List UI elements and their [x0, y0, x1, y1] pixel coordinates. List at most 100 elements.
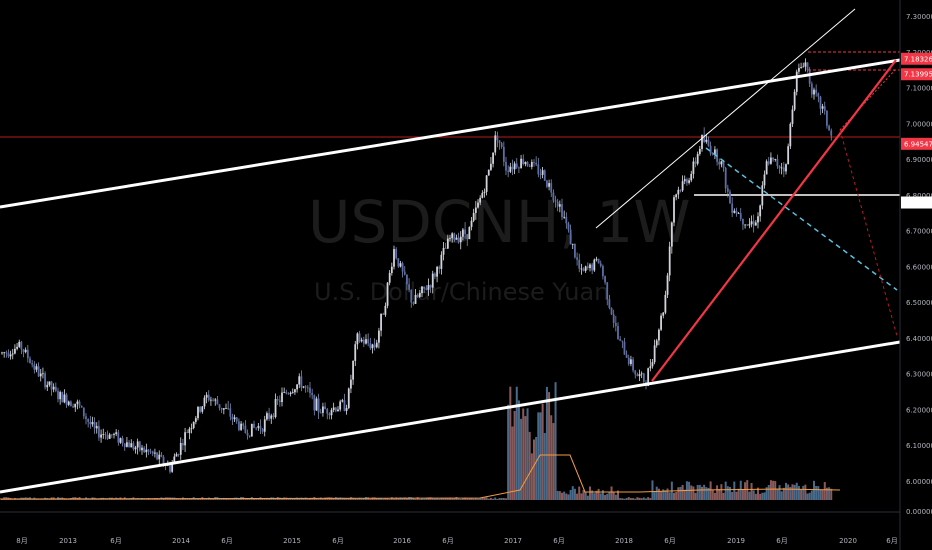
volume-bar [599, 493, 602, 500]
candle-body [494, 135, 497, 153]
volume-bar [197, 498, 199, 500]
volume-bar [31, 498, 34, 500]
volume-bar [405, 498, 408, 500]
watermark-name: U.S. Dollar/Chinese Yuan [314, 278, 609, 306]
candle-body [464, 229, 466, 235]
candle-body [33, 364, 36, 370]
channel-lower-line[interactable] [0, 340, 901, 494]
candle-body [658, 329, 660, 341]
price-tag [901, 137, 932, 150]
candle-body [683, 179, 686, 182]
candle-body [567, 223, 570, 230]
candle-body [767, 161, 770, 164]
channel-upper-line[interactable] [0, 58, 901, 209]
candle-body [511, 166, 514, 170]
y-axis[interactable]: 7.300007.200007.100007.000006.900006.800… [906, 13, 932, 486]
candle-body [815, 89, 818, 94]
volume-bar [425, 497, 428, 500]
candle-body [780, 167, 783, 169]
volume-bar [791, 484, 794, 500]
candle-body [26, 349, 29, 359]
volume-bar [509, 386, 512, 500]
candle-body [22, 349, 25, 353]
volume-bar [246, 498, 249, 500]
candle-body [85, 416, 87, 420]
candle-body [597, 258, 600, 264]
candle-body [770, 157, 772, 164]
volume-bar [149, 498, 152, 500]
volume-bar [793, 484, 796, 500]
candle-body [259, 426, 262, 429]
price-labels: 7.18326 7.13995 6.94547 6.78135 [901, 52, 932, 209]
volume-bar [552, 423, 555, 500]
candle-body [384, 305, 387, 315]
volume-bar [537, 412, 540, 500]
candle-body [322, 406, 324, 413]
dashed-red-up[interactable] [839, 69, 896, 131]
candle-body [345, 408, 348, 411]
volume-bar [317, 498, 320, 500]
candle-body [115, 432, 118, 434]
volume-bar [134, 498, 137, 500]
candle-body [119, 438, 122, 443]
candle-body [240, 423, 242, 430]
y-tick-label: 7.00000 [906, 120, 932, 128]
x-tick-label: 6月 [553, 537, 564, 545]
candle-body [108, 434, 111, 439]
volume-bar [754, 493, 757, 500]
rising-trend-line[interactable] [651, 59, 897, 382]
candle-body [750, 221, 753, 225]
volume-bar [819, 489, 822, 500]
candle-body [138, 441, 141, 451]
thin-trend-line[interactable] [595, 8, 856, 229]
x-tick-label: 6月 [332, 537, 343, 545]
candle-body [619, 339, 622, 341]
volume-bar [584, 492, 587, 500]
volume-bar [274, 498, 277, 500]
volume-bar [205, 498, 208, 500]
volume-bar [470, 497, 473, 500]
x-tick-label: 2013 [59, 537, 77, 545]
candle-body [636, 374, 639, 377]
candle-body [744, 224, 746, 226]
candle-body [543, 170, 546, 181]
volume-bar [177, 498, 180, 500]
candle-body [315, 398, 318, 411]
volume-bar [621, 498, 624, 500]
volume-bar [203, 498, 206, 500]
candle-body [403, 271, 406, 275]
candle-body [455, 237, 458, 240]
volume-bar [808, 492, 811, 500]
candle-body [748, 224, 751, 226]
volume-bar [524, 416, 527, 500]
volume-bar [617, 490, 619, 500]
candle-body [7, 352, 10, 357]
volume-bar [461, 498, 464, 500]
candle-body [182, 443, 184, 446]
y-tick-label: 6.40000 [906, 335, 932, 343]
candle-body [735, 210, 738, 214]
volume-bar [660, 491, 663, 500]
x-axis[interactable]: 8月 2013 6月 2014 6月 2015 6月 2016 6月 2017 6月 2018 6月 20… [16, 537, 897, 545]
volume-bar [759, 493, 762, 500]
volume-bar [375, 498, 378, 500]
volume-bar [444, 497, 447, 500]
volume-bar [498, 498, 501, 500]
candle-body [412, 302, 415, 304]
candle-body [235, 417, 238, 422]
volume-bar [558, 491, 561, 500]
volume-bar [733, 481, 736, 500]
candle-body [393, 249, 395, 267]
candle-body [647, 368, 650, 386]
candle-body [548, 183, 550, 187]
candle-body [537, 164, 540, 175]
candle-body [813, 89, 815, 95]
candle-body [274, 399, 277, 418]
candle-body [162, 456, 165, 466]
volume-bar [377, 497, 380, 500]
candle-body [59, 392, 62, 400]
dashed-projection-line[interactable] [705, 147, 898, 291]
candle-body [621, 340, 624, 342]
candle-body [711, 153, 714, 155]
